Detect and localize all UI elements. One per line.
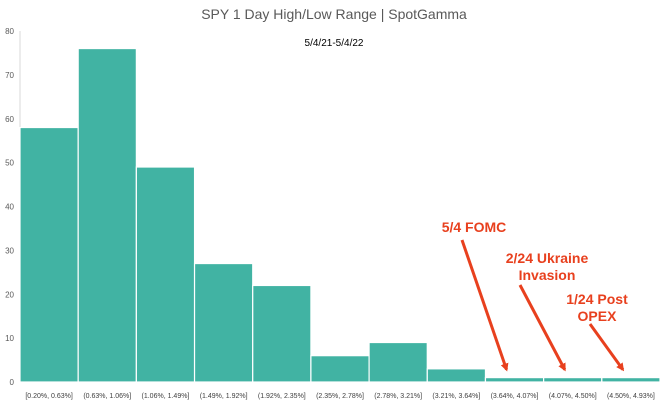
annotation-label: 2/24 Ukraine — [506, 250, 589, 266]
annotation-label: OPEX — [578, 308, 618, 324]
histogram-bar — [252, 284, 312, 383]
histogram-bar — [426, 368, 487, 383]
x-tick-label: (1.49%, 1.92%] — [200, 393, 248, 400]
x-tick-label: (0.63%, 1.06%] — [83, 393, 131, 400]
x-tick-label: (2.78%, 3.21%] — [374, 393, 422, 400]
y-tick-label: 70 — [5, 71, 14, 80]
histogram-bar — [310, 355, 370, 383]
annotation-label: Invasion — [519, 267, 576, 283]
histogram-bar — [543, 377, 603, 383]
annotation-arrow — [460, 239, 509, 372]
histogram-bar — [484, 377, 545, 383]
annotation-arrow — [518, 284, 567, 372]
y-tick-label: 80 — [5, 27, 14, 36]
histogram-bar — [368, 341, 428, 383]
x-tick-label: (3.64%, 4.07%] — [491, 393, 539, 400]
x-tick-label: (3.21%, 3.64%] — [432, 393, 480, 400]
x-tick-label: (4.07%, 4.50%] — [549, 393, 597, 400]
x-tick-label: (2.35%, 2.78%] — [316, 393, 364, 400]
x-tick-label: (4.50%, 4.93%] — [607, 393, 655, 400]
histogram-bar — [19, 126, 79, 383]
y-tick-label: 10 — [5, 334, 14, 343]
x-tick-label: (1.92%, 2.35%] — [258, 393, 306, 400]
y-axis-ticks: 0 10 20 30 40 50 60 70 80 — [5, 27, 14, 387]
bars — [19, 47, 661, 383]
y-tick-label: 0 — [10, 378, 15, 387]
y-tick-label: 50 — [5, 159, 14, 168]
histogram-bar — [193, 262, 254, 383]
y-tick-label: 30 — [5, 246, 14, 255]
x-axis-ticks: [0.20%, 0.63%] (0.63%, 1.06%] (1.06%, 1.49… — [25, 393, 655, 400]
y-tick-label: 20 — [5, 290, 14, 299]
x-tick-label: [0.20%, 0.63%] — [25, 393, 73, 400]
annotation-label: 5/4 FOMC — [442, 219, 507, 235]
histogram-bar — [77, 47, 137, 383]
x-tick-label: (1.06%, 1.49%] — [142, 393, 190, 400]
annotation-label: 1/24 Post — [566, 291, 628, 307]
annotation-arrow — [588, 323, 625, 372]
histogram-bar — [601, 377, 661, 383]
histogram-bar — [135, 166, 196, 383]
y-tick-label: 60 — [5, 115, 14, 124]
y-tick-label: 40 — [5, 203, 14, 212]
chart-title: SPY 1 Day High/Low Range | SpotGamma — [201, 6, 467, 22]
chart-subtitle: 5/4/21-5/4/22 — [305, 38, 364, 49]
